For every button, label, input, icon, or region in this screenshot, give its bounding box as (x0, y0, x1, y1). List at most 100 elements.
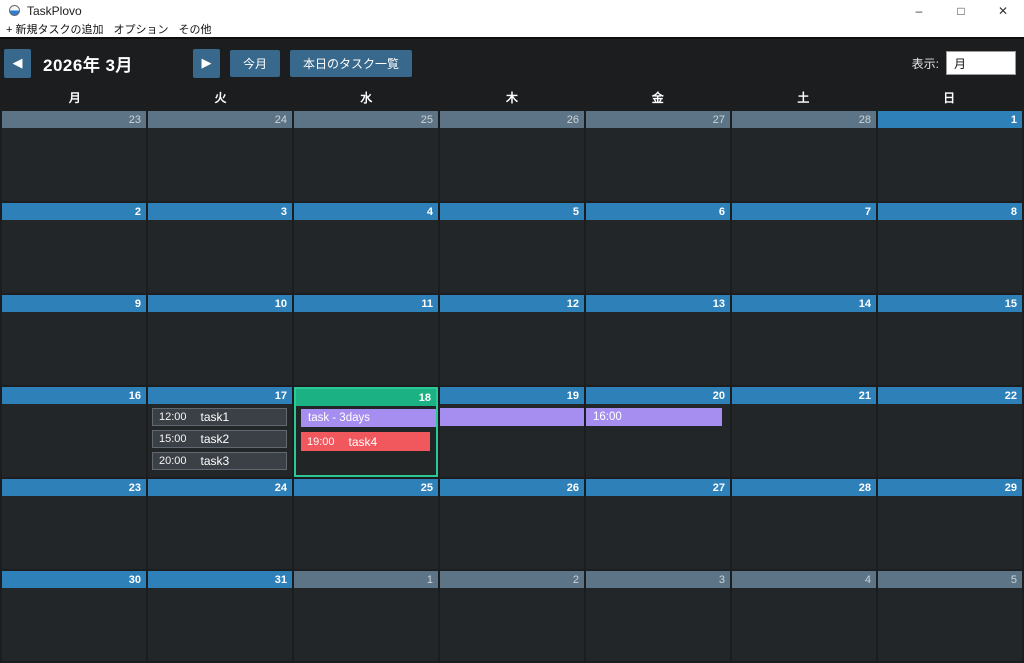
menu-bar: + 新規タスクの追加 オプション その他 (0, 21, 1024, 37)
day-number: 11 (294, 295, 438, 312)
day-number: 18 (296, 389, 436, 406)
day-number: 12 (440, 295, 584, 312)
day-number: 28 (732, 479, 876, 496)
day-cell[interactable]: 14 (732, 295, 876, 385)
day-cell-body (878, 588, 1022, 661)
day-cell[interactable]: 5 (440, 203, 584, 293)
multiday-task-bar[interactable]: task - 3days (301, 409, 436, 427)
day-number: 10 (148, 295, 292, 312)
day-number: 20 (586, 387, 730, 404)
task-item[interactable]: 20:00 task3 (152, 452, 287, 470)
day-cell-body (2, 220, 146, 293)
day-cell-body (732, 404, 876, 477)
day-cell[interactable]: 25 (294, 479, 438, 569)
day-cell[interactable]: 24 (148, 111, 292, 201)
day-cell[interactable]: 24 (148, 479, 292, 569)
task-name: task3 (200, 454, 230, 468)
day-cell[interactable]: 1 (294, 571, 438, 661)
day-number: 4 (732, 571, 876, 588)
day-cell[interactable]: 30 (2, 571, 146, 661)
day-cell[interactable]: 26 (440, 479, 584, 569)
multiday-task-bar[interactable] (440, 408, 584, 426)
minimize-button[interactable]: – (915, 3, 923, 18)
day-cell[interactable]: 26 (440, 111, 584, 201)
day-cell-body (732, 496, 876, 569)
day-cell-body (294, 588, 438, 661)
day-cell[interactable]: 21 (732, 387, 876, 477)
day-number: 27 (586, 479, 730, 496)
day-cell[interactable]: 13 (586, 295, 730, 385)
next-month-button[interactable]: ▶ (193, 48, 220, 78)
day-cell[interactable]: 19 (440, 387, 584, 477)
day-cell[interactable]: 23 (2, 111, 146, 201)
task-time: 12:00 (159, 411, 187, 423)
day-cell[interactable]: 7 (732, 203, 876, 293)
day-cell-body (878, 128, 1022, 201)
day-cell-body (2, 128, 146, 201)
view-label: 表示: (911, 56, 939, 71)
day-cell[interactable]: 16 (2, 387, 146, 477)
weekday-label: 木 (505, 91, 518, 105)
close-button[interactable]: ✕ (997, 3, 1009, 18)
day-cell[interactable]: 28 (732, 479, 876, 569)
task-name: task2 (200, 432, 230, 446)
day-cell-body (732, 220, 876, 293)
month-title: 2026年 3月 (43, 55, 133, 75)
day-cell[interactable]: 17 12:00 task1 15:00 task2 20:00 task3 (148, 387, 292, 477)
day-cell[interactable]: 29 (878, 479, 1022, 569)
day-number: 5 (878, 571, 1022, 588)
day-cell[interactable]: 2 (2, 203, 146, 293)
menu-item-options[interactable]: オプション (113, 24, 169, 36)
day-cell[interactable]: 8 (878, 203, 1022, 293)
menu-item-add-task[interactable]: + 新規タスクの追加 (6, 24, 104, 36)
day-cell[interactable]: 3 (148, 203, 292, 293)
prev-month-button[interactable]: ◀ (4, 48, 31, 78)
day-cell[interactable]: 5 (878, 571, 1022, 661)
task-item[interactable]: 12:00 task1 (152, 408, 287, 426)
day-number: 19 (440, 387, 584, 404)
day-cell[interactable]: 25 (294, 111, 438, 201)
day-cell[interactable]: 10 (148, 295, 292, 385)
day-cell[interactable]: 4 (294, 203, 438, 293)
day-cell[interactable]: 27 (586, 111, 730, 201)
day-cell-body (586, 588, 730, 661)
day-cell[interactable]: 1 (878, 111, 1022, 201)
view-mode-input[interactable] (946, 51, 1016, 75)
day-cell[interactable]: 3 (586, 571, 730, 661)
day-cell[interactable]: 28 (732, 111, 876, 201)
day-cell[interactable]: 4 (732, 571, 876, 661)
day-cell[interactable]: 15 (878, 295, 1022, 385)
day-cell[interactable]: 2 (440, 571, 584, 661)
day-cell[interactable]: 20 16:00 (586, 387, 730, 477)
day-cell[interactable]: 6 (586, 203, 730, 293)
day-number: 24 (148, 479, 292, 496)
task-item[interactable]: 15:00 task2 (152, 430, 287, 448)
day-cell-body (878, 404, 1022, 477)
task-item[interactable]: 19:00 task4 (301, 432, 430, 451)
calendar-grid: 23 24 25 26 27 28 1 2 3 4 5 6 7 8 9 10 11 12 13 14 15 16 17 12:… (0, 111, 1024, 661)
calendar-toolbar: ◀ 2026年 3月 ▶ 今月 本日のタスク一覧 表示: (0, 39, 1024, 81)
day-cell[interactable]: 22 (878, 387, 1022, 477)
todays-task-list-button[interactable]: 本日のタスク一覧 (290, 49, 413, 77)
weekday-label: 水 (360, 91, 373, 105)
menu-item-other[interactable]: その他 (178, 24, 212, 36)
day-cell[interactable]: 23 (2, 479, 146, 569)
day-cell[interactable]: 9 (2, 295, 146, 385)
day-cell-body (148, 128, 292, 201)
day-number: 2 (440, 571, 584, 588)
day-cell[interactable]: 27 (586, 479, 730, 569)
day-number: 23 (2, 111, 146, 128)
day-cell-body (148, 588, 292, 661)
day-cell[interactable]: 31 (148, 571, 292, 661)
weekday-label: 月 (68, 91, 81, 105)
current-month-button[interactable]: 今月 (230, 49, 281, 77)
day-cell-body (440, 220, 584, 293)
weekday-label: 金 (651, 91, 664, 105)
day-cell-today[interactable]: 18 task - 3days 19:00 task4 (294, 387, 438, 477)
task-time: 15:00 (159, 433, 187, 445)
maximize-button[interactable]: □ (957, 3, 965, 18)
day-cell[interactable]: 11 (294, 295, 438, 385)
multiday-task-bar[interactable]: 16:00 (586, 408, 722, 426)
day-cell[interactable]: 12 (440, 295, 584, 385)
